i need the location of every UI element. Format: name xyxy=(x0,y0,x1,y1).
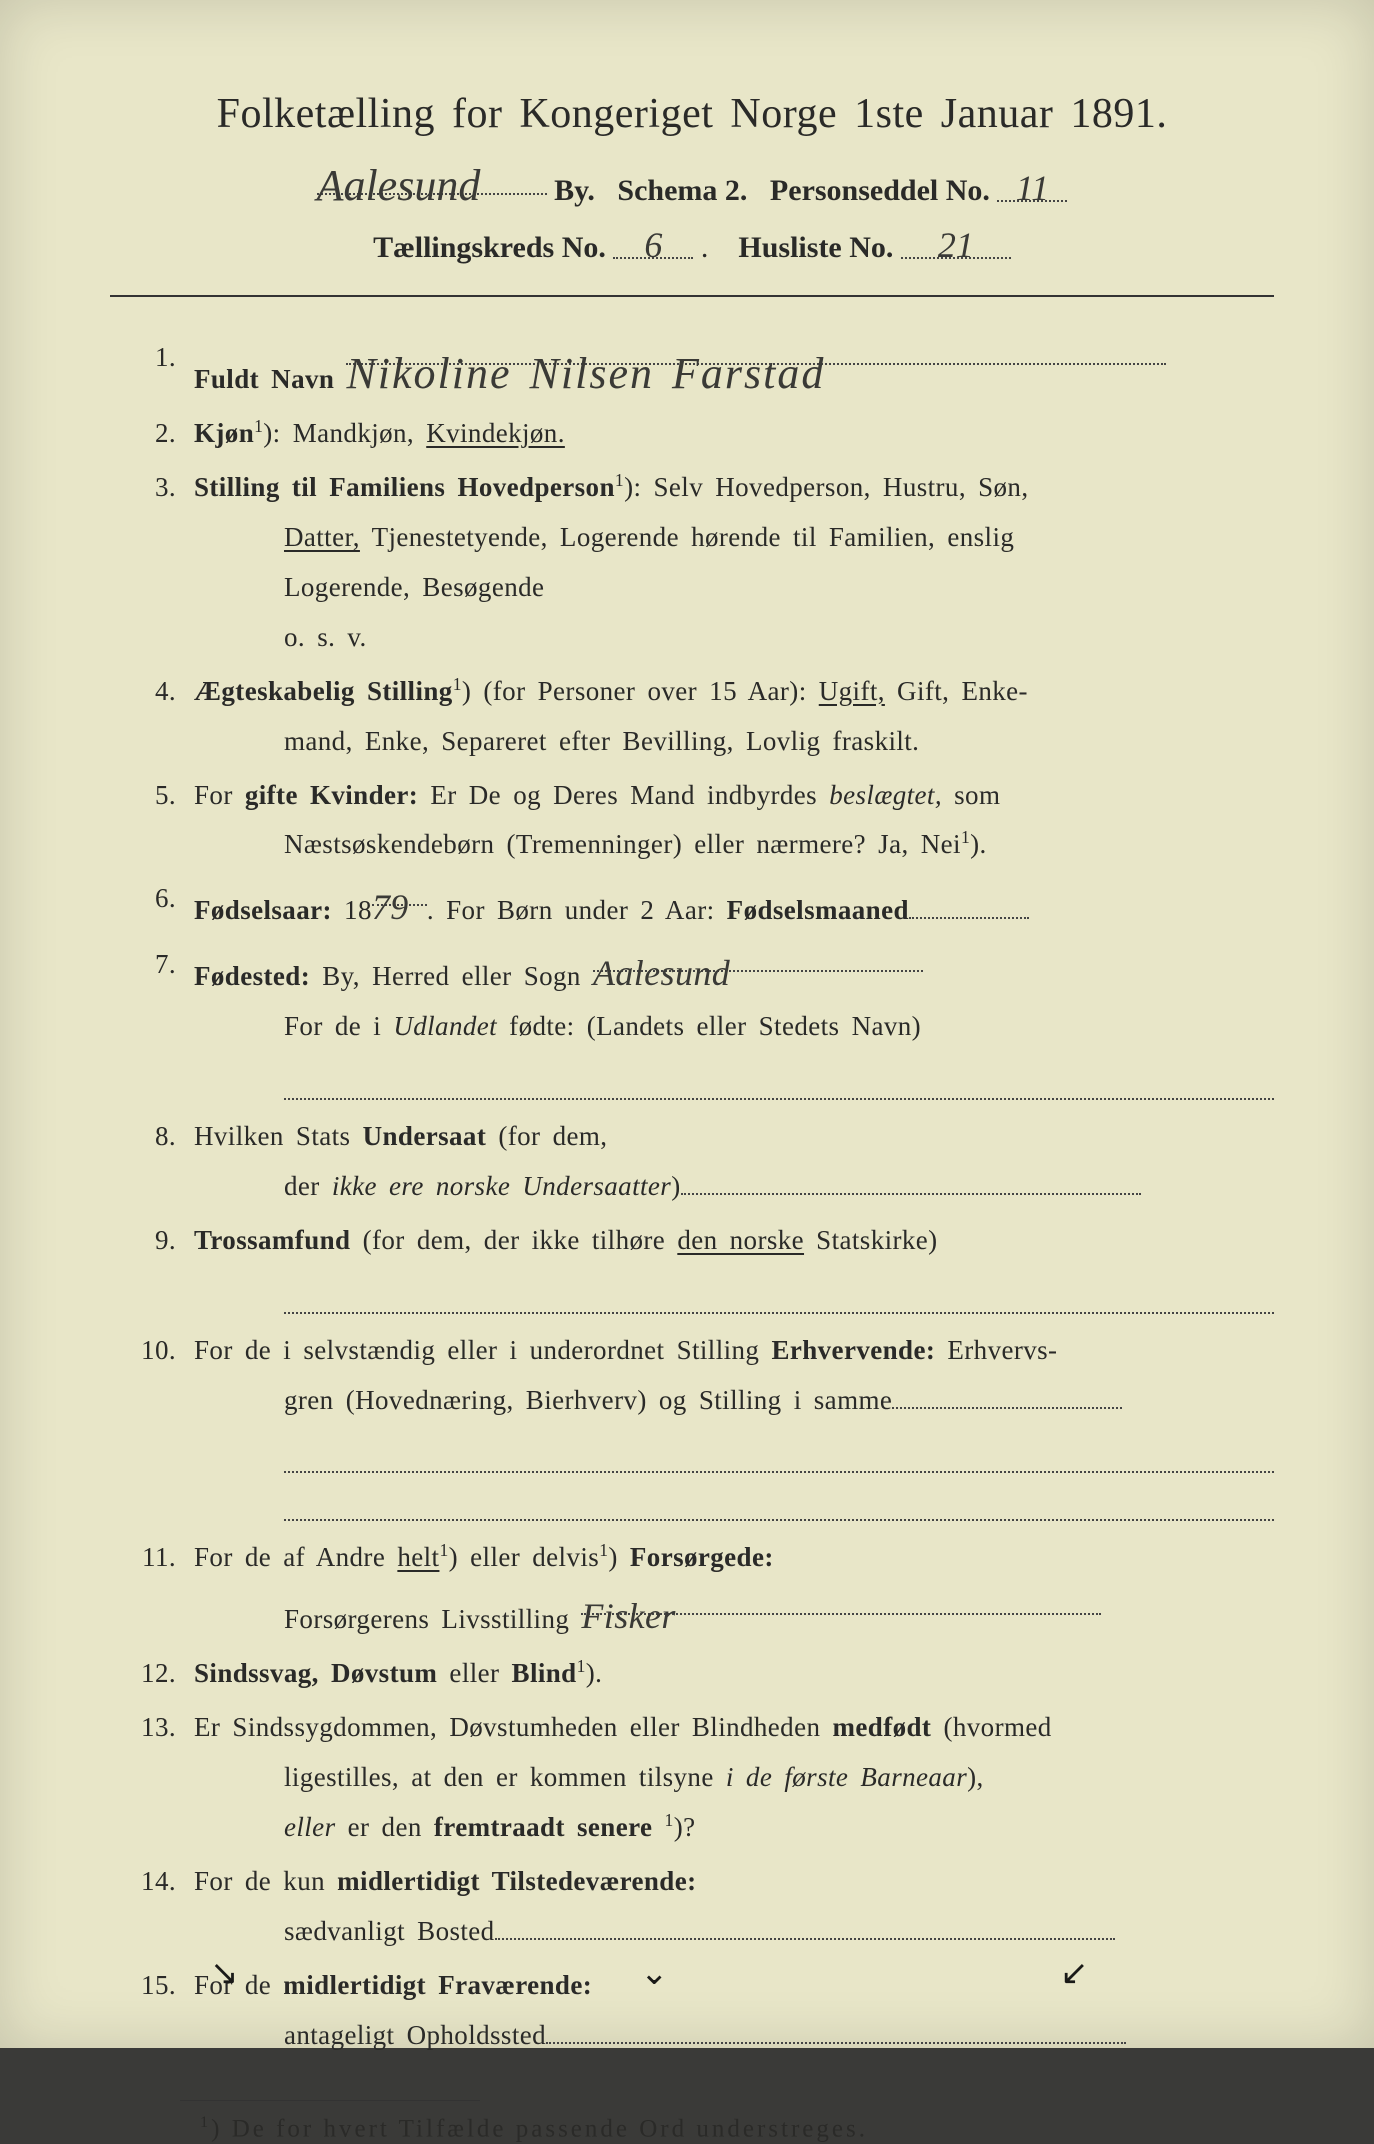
label-fravaerende: midlertidigt Fraværende: xyxy=(283,1970,592,2000)
binding-mark-icon: ↙ xyxy=(1060,1953,1089,1993)
dotted-line xyxy=(284,1274,1274,1314)
kreds-label: Tællingskreds No. xyxy=(373,231,606,264)
form-header: Folketælling for Kongeriget Norge 1ste J… xyxy=(110,90,1274,265)
item-10: 10. For de i selvstændig eller i underor… xyxy=(110,1326,1274,1529)
label-fuldt-navn: Fuldt Navn xyxy=(194,364,334,394)
dotted-line xyxy=(284,1060,1274,1100)
label-forsorgede: Forsørgede: xyxy=(630,1542,774,1572)
subhead-line-1: Aalesund By. Schema 2. Personseddel No. … xyxy=(110,160,1274,208)
personseddel-label: Personseddel No. xyxy=(770,174,990,207)
footnote-text: 1) De for hvert Tilfælde passende Ord un… xyxy=(200,2113,1274,2143)
by-label: By. xyxy=(554,174,595,207)
label-kjon: Kjøn xyxy=(194,418,254,448)
birthplace-value: Aalesund xyxy=(593,953,730,993)
label-trossamfund: Trossamfund xyxy=(194,1225,350,1255)
dotted-line xyxy=(284,1481,1274,1521)
item-2: 2. Kjøn1): Mandkjøn, Kvindekjøn. xyxy=(110,409,1274,459)
label-fodselsmaaned: Fødselsmaaned xyxy=(727,895,909,925)
item-13: 13. Er Sindssygdommen, Døvstumheden elle… xyxy=(110,1703,1274,1853)
birth-year-value: 79 xyxy=(372,887,409,927)
label-aegteskab: Ægteskabelig Stilling xyxy=(194,676,453,706)
item-5: 5. For gifte Kvinder: Er De og Deres Man… xyxy=(110,771,1274,871)
kvindekjon-underlined: Kvindekjøn. xyxy=(426,418,565,448)
norske-underlined: den norske xyxy=(677,1225,804,1255)
schema-label: Schema 2. xyxy=(617,174,747,207)
subhead-line-2: Tællingskreds No. 6 . Husliste No. 21 xyxy=(110,224,1274,265)
item-15: 15. For de midlertidigt Fraværende: anta… xyxy=(110,1961,1274,2061)
binding-mark-icon: ⌄ xyxy=(640,1953,669,1993)
item-14: 14. For de kun midlertidigt Tilstedevære… xyxy=(110,1857,1274,1957)
label-erhvervende: Erhvervende: xyxy=(771,1335,935,1365)
city-handwritten: Aalesund xyxy=(317,161,481,210)
binding-mark-icon: ↘ xyxy=(210,1953,239,1993)
personseddel-value: 11 xyxy=(1016,168,1049,208)
husliste-label: Husliste No. xyxy=(738,231,893,264)
label-fodested: Fødested: xyxy=(194,961,310,991)
dotted-line xyxy=(284,1433,1274,1473)
footnote-rule xyxy=(180,2100,480,2101)
main-title: Folketælling for Kongeriget Norge 1ste J… xyxy=(110,90,1274,138)
item-8: 8. Hvilken Stats Undersaat (for dem, der… xyxy=(110,1112,1274,1212)
item-4: 4. Ægteskabelig Stilling1) (for Personer… xyxy=(110,667,1274,767)
label-stilling: Stilling til Familiens Hovedperson xyxy=(194,472,615,502)
name-value: Nikoline Nilsen Farstad xyxy=(346,349,825,398)
form-items: 1. Fuldt Navn Nikoline Nilsen Farstad 2.… xyxy=(110,333,1274,2060)
provider-occupation-value: Fisker xyxy=(581,1596,675,1636)
label-undersaat: Undersaat xyxy=(363,1121,487,1151)
item-11: 11. For de af Andre helt1) eller delvis1… xyxy=(110,1533,1274,1645)
item-12: 12. Sindssvag, Døvstum eller Blind1). xyxy=(110,1649,1274,1699)
item-7: 7. Fødested: By, Herred eller Sogn Aales… xyxy=(110,940,1274,1108)
item-3: 3. Stilling til Familiens Hovedperson1):… xyxy=(110,463,1274,663)
label-sindssvag: Sindssvag, Døvstum xyxy=(194,1658,437,1688)
husliste-value: 21 xyxy=(938,225,974,265)
label-fodselsaar: Fødselsaar: xyxy=(194,895,332,925)
label-gifte-kvinder: gifte Kvinder: xyxy=(245,780,418,810)
census-form-page: Folketælling for Kongeriget Norge 1ste J… xyxy=(0,0,1374,2048)
ugift-underlined: Ugift, xyxy=(819,676,885,706)
item-1: 1. Fuldt Navn Nikoline Nilsen Farstad xyxy=(110,333,1274,405)
divider-top xyxy=(110,295,1274,297)
label-tilstedevaerende: midlertidigt Tilstedeværende: xyxy=(337,1866,696,1896)
item-6: 6. Fødselsaar: 1879. For Børn under 2 Aa… xyxy=(110,874,1274,936)
datter-underlined: Datter, xyxy=(284,522,360,552)
kreds-value: 6 xyxy=(644,225,662,265)
item-9: 9. Trossamfund (for dem, der ikke tilhør… xyxy=(110,1216,1274,1322)
